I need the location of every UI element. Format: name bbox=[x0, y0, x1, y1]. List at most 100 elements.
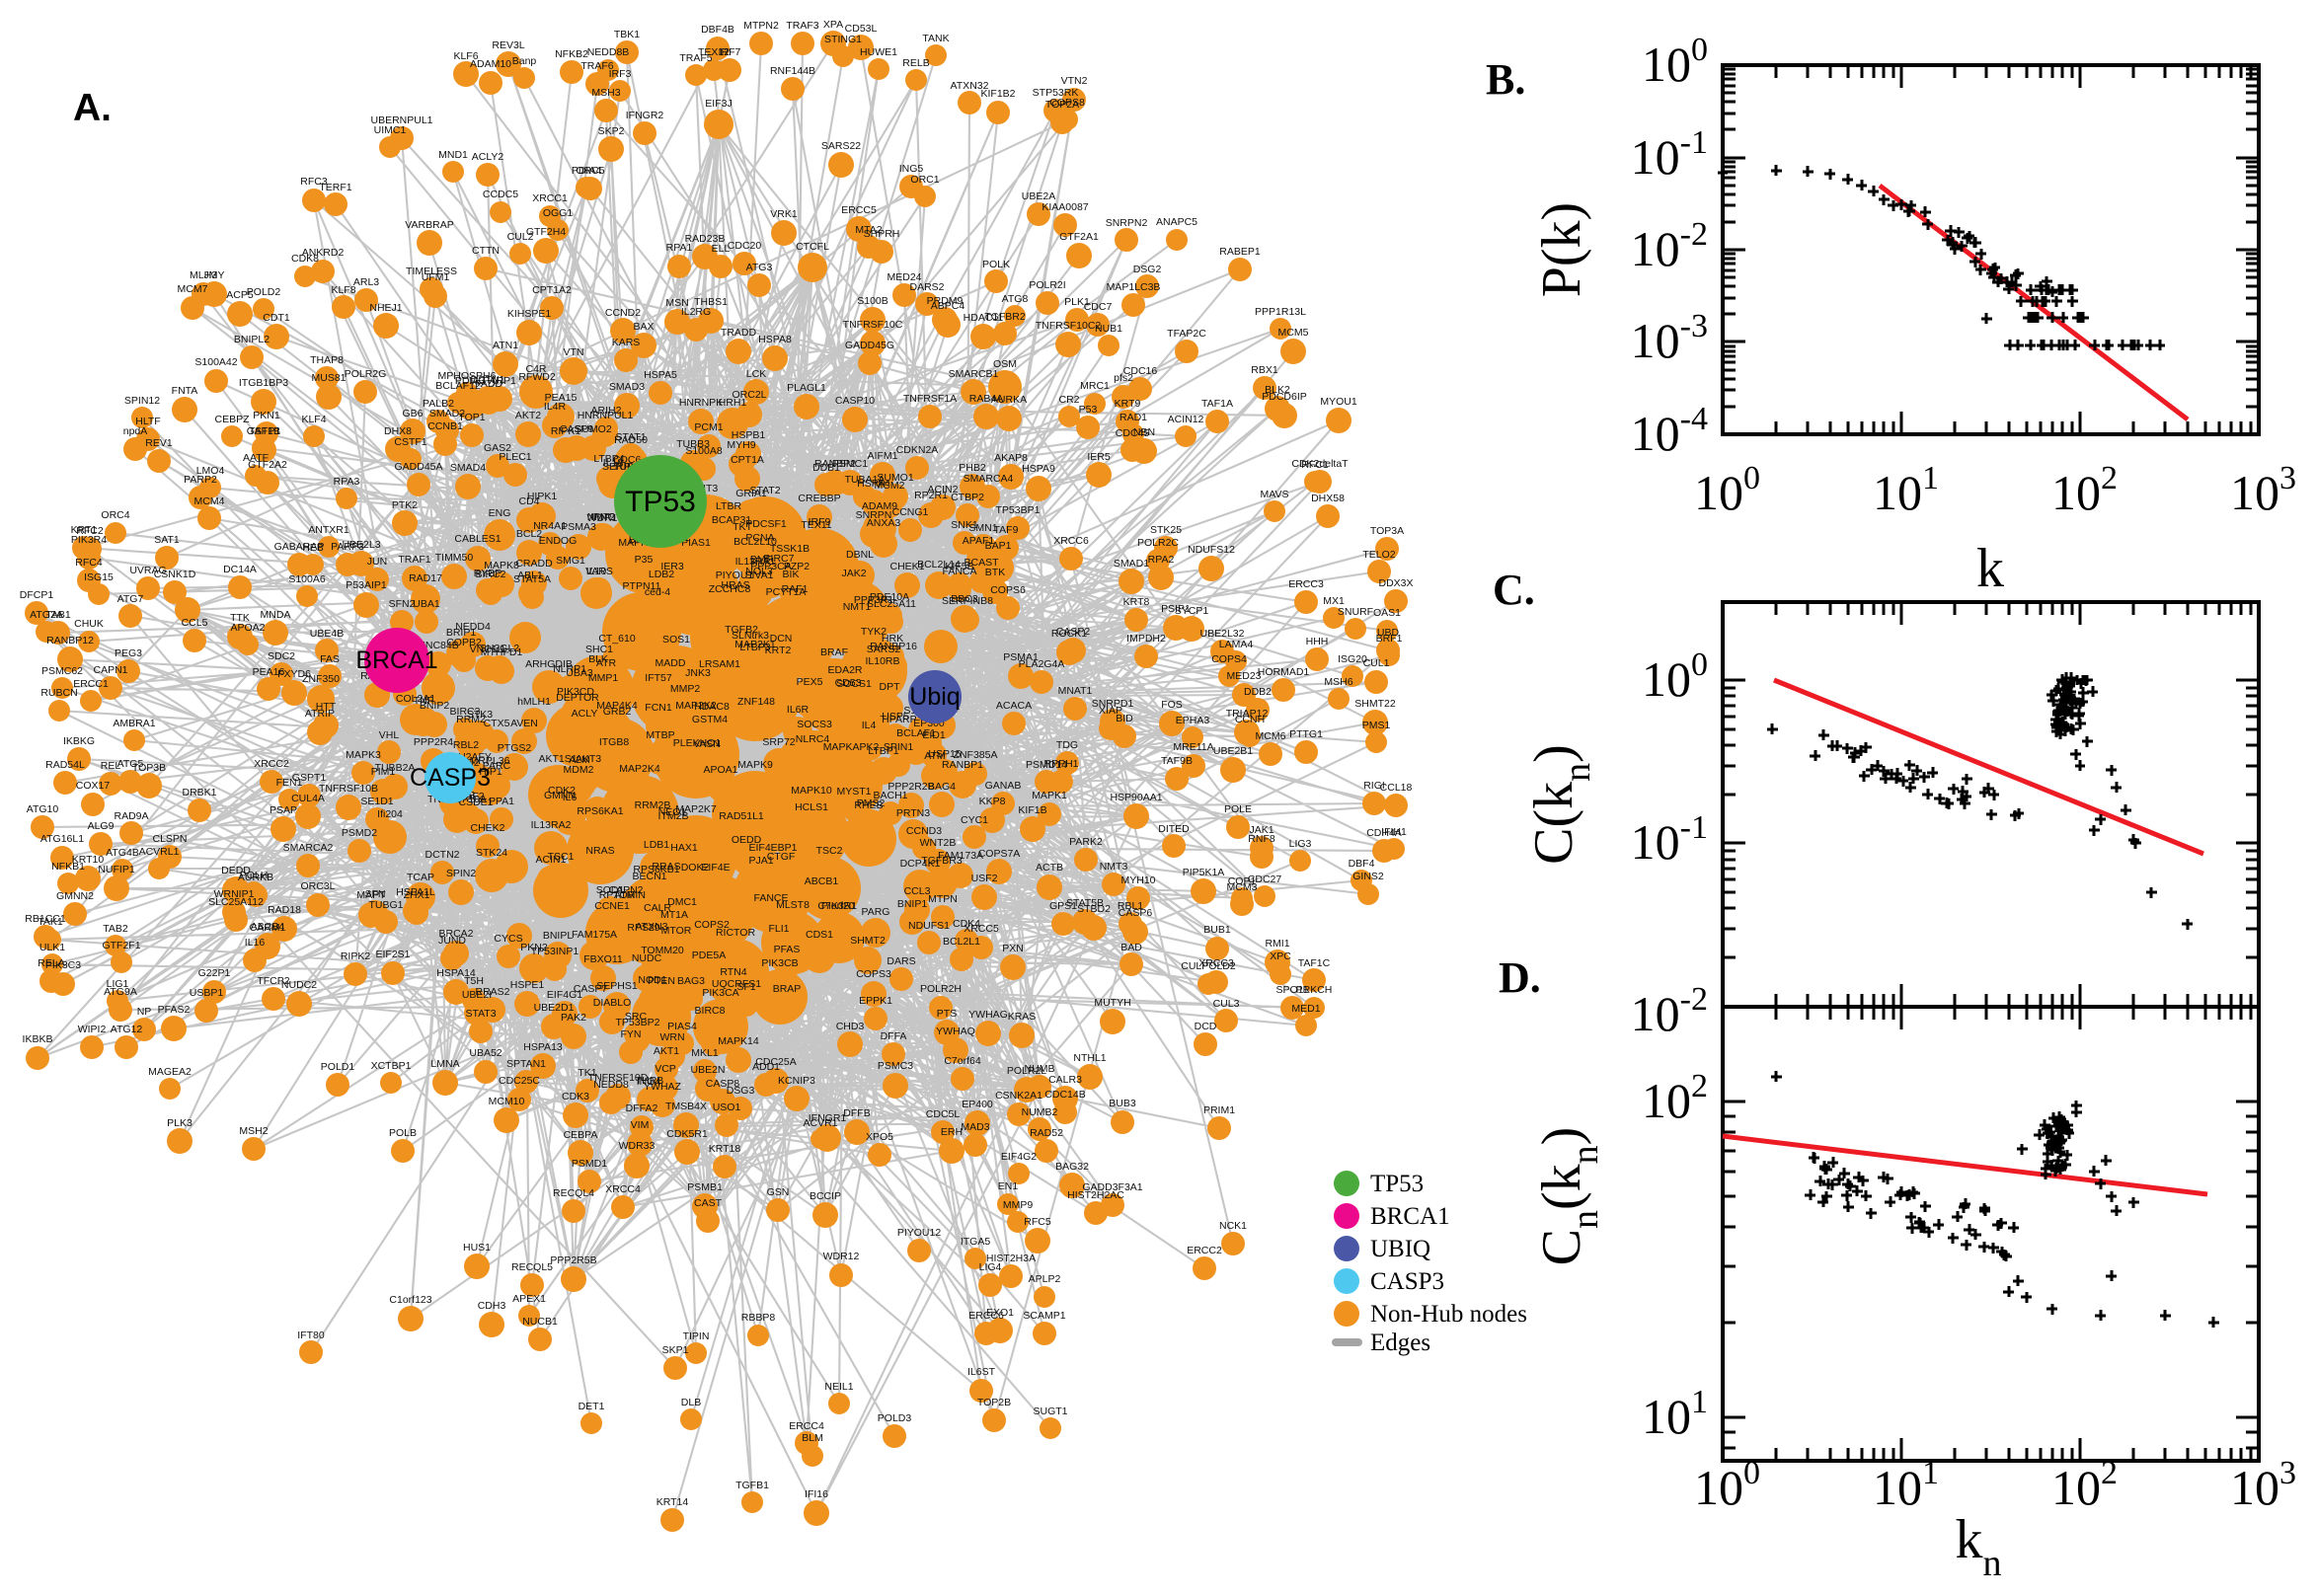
svg-text:101: 101 bbox=[1873, 460, 1939, 520]
svg-text:VNC1I1: VNC1I1 bbox=[470, 644, 506, 655]
svg-text:AKT1: AKT1 bbox=[654, 1045, 679, 1057]
svg-text:FAM173A: FAM173A bbox=[938, 850, 983, 862]
svg-text:MSH6: MSH6 bbox=[1324, 676, 1352, 688]
svg-text:FADD: FADD bbox=[475, 378, 502, 390]
svg-text:BRCA2: BRCA2 bbox=[438, 928, 473, 940]
svg-text:TAF9B: TAF9B bbox=[1161, 755, 1193, 767]
svg-text:APOA1: APOA1 bbox=[703, 764, 737, 776]
svg-text:KRAS: KRAS bbox=[1008, 1011, 1037, 1023]
svg-text:TOMM20: TOMM20 bbox=[641, 945, 684, 956]
svg-text:MCM5: MCM5 bbox=[1278, 327, 1309, 339]
svg-text:JMY: JMY bbox=[204, 269, 225, 281]
svg-text:DSG2: DSG2 bbox=[1133, 264, 1162, 275]
svg-text:TAF9: TAF9 bbox=[994, 524, 1019, 536]
svg-text:CALR3: CALR3 bbox=[1048, 1074, 1082, 1086]
svg-text:TFAP2C: TFAP2C bbox=[1167, 328, 1206, 340]
svg-text:ABCB1: ABCB1 bbox=[805, 875, 839, 887]
svg-text:ALG9: ALG9 bbox=[88, 820, 115, 832]
svg-text:PEA15: PEA15 bbox=[545, 392, 578, 404]
svg-text:DHX58: DHX58 bbox=[1311, 493, 1345, 504]
svg-text:HRAS: HRAS bbox=[721, 579, 749, 591]
svg-text:GABARAP: GABARAP bbox=[274, 541, 325, 553]
svg-text:AVEN: AVEN bbox=[510, 718, 538, 729]
svg-text:GRB2: GRB2 bbox=[603, 706, 632, 718]
svg-text:ANXA3: ANXA3 bbox=[867, 517, 901, 529]
svg-text:THRB: THRB bbox=[636, 1075, 664, 1087]
svg-text:HRK: HRK bbox=[882, 633, 903, 645]
svg-text:IFT80: IFT80 bbox=[297, 1330, 325, 1341]
svg-text:CDH4A: CDH4A bbox=[1366, 827, 1402, 839]
svg-text:EIF4G2: EIF4G2 bbox=[1001, 1151, 1037, 1163]
svg-text:MAP4K4: MAP4K4 bbox=[596, 700, 638, 712]
svg-text:DOK2: DOK2 bbox=[681, 862, 710, 874]
svg-text:CRADD: CRADD bbox=[515, 558, 553, 570]
svg-text:HSPA1L: HSPA1L bbox=[396, 886, 435, 898]
svg-text:RHEB: RHEB bbox=[854, 799, 883, 811]
svg-text:CDC14B: CDC14B bbox=[1044, 1089, 1085, 1101]
svg-text:RPPH1: RPPH1 bbox=[1043, 758, 1078, 770]
svg-text:FXYD6: FXYD6 bbox=[277, 668, 311, 680]
svg-text:CDH3: CDH3 bbox=[478, 1300, 506, 1312]
svg-text:MCM3: MCM3 bbox=[1227, 881, 1258, 893]
svg-text:IL6ST: IL6ST bbox=[967, 1366, 996, 1378]
svg-text:PARP2: PARP2 bbox=[184, 474, 217, 486]
svg-text:MAPK3: MAPK3 bbox=[346, 749, 381, 761]
svg-text:CR2: CR2 bbox=[1058, 394, 1079, 406]
svg-text:NFKB2: NFKB2 bbox=[555, 48, 588, 60]
svg-text:JUND: JUND bbox=[438, 935, 466, 947]
svg-text:DITED: DITED bbox=[1158, 823, 1190, 835]
svg-text:UBE2L3: UBE2L3 bbox=[342, 539, 380, 551]
svg-text:RTN4: RTN4 bbox=[720, 966, 746, 978]
svg-text:CD53L: CD53L bbox=[845, 23, 878, 35]
svg-text:UFM1: UFM1 bbox=[422, 271, 450, 283]
svg-text:G22P1: G22P1 bbox=[198, 967, 231, 979]
svg-text:SPO11: SPO11 bbox=[1275, 984, 1308, 996]
svg-text:DCD: DCD bbox=[1195, 1021, 1217, 1032]
svg-text:HSP90AA1: HSP90AA1 bbox=[1110, 792, 1162, 803]
svg-text:SH3GL2: SH3GL2 bbox=[480, 643, 519, 654]
svg-text:GSN: GSN bbox=[767, 1186, 790, 1198]
svg-text:ISG20: ISG20 bbox=[1338, 653, 1367, 665]
svg-text:APOA2: APOA2 bbox=[230, 622, 265, 634]
svg-text:CDK8: CDK8 bbox=[291, 253, 319, 265]
svg-text:CHD3: CHD3 bbox=[836, 1021, 865, 1032]
svg-text:NOL3: NOL3 bbox=[745, 566, 773, 577]
svg-text:COPS2: COPS2 bbox=[694, 919, 730, 931]
svg-text:RPA1: RPA1 bbox=[666, 242, 693, 254]
svg-text:SF1: SF1 bbox=[736, 981, 755, 993]
svg-text:EIF4G1: EIF4G1 bbox=[547, 989, 582, 1001]
svg-text:TSSK1B: TSSK1B bbox=[770, 543, 810, 555]
svg-text:PALB2: PALB2 bbox=[423, 398, 454, 410]
svg-text:RMI1: RMI1 bbox=[1265, 938, 1289, 950]
svg-text:C1orf123: C1orf123 bbox=[389, 1294, 431, 1306]
svg-text:PLK1: PLK1 bbox=[1064, 296, 1090, 308]
svg-text:CDK2: CDK2 bbox=[548, 785, 576, 797]
svg-text:BMF: BMF bbox=[750, 554, 772, 566]
svg-text:MMP9: MMP9 bbox=[1003, 1199, 1033, 1211]
svg-text:MAP1LC3B: MAP1LC3B bbox=[1107, 281, 1161, 293]
svg-text:GINS2: GINS2 bbox=[1352, 871, 1384, 882]
svg-text:ZHX1: ZHX1 bbox=[404, 889, 430, 901]
svg-text:KRT8: KRT8 bbox=[1123, 596, 1150, 608]
svg-text:HNRNPK: HNRNPK bbox=[679, 397, 723, 409]
svg-text:TRAF5: TRAF5 bbox=[679, 52, 712, 64]
svg-text:PSMC3: PSMC3 bbox=[878, 1060, 913, 1072]
svg-text:RBX1: RBX1 bbox=[1251, 364, 1278, 376]
svg-text:SMAD4: SMAD4 bbox=[450, 462, 486, 474]
svg-text:HSPA14: HSPA14 bbox=[436, 967, 476, 979]
svg-text:RRAS: RRAS bbox=[652, 861, 680, 873]
svg-text:BAG4: BAG4 bbox=[928, 781, 956, 793]
svg-text:ATN1: ATN1 bbox=[493, 340, 518, 351]
svg-text:BBC3: BBC3 bbox=[951, 593, 978, 605]
svg-text:PSIP1: PSIP1 bbox=[1161, 603, 1191, 615]
svg-text:HUWE1: HUWE1 bbox=[860, 46, 897, 58]
svg-text:DMC1: DMC1 bbox=[667, 896, 697, 908]
svg-text:ISG15: ISG15 bbox=[84, 571, 114, 583]
svg-text:SPTAN1: SPTAN1 bbox=[506, 1058, 546, 1070]
svg-text:CDK3: CDK3 bbox=[562, 1091, 589, 1102]
svg-text:EPHA3: EPHA3 bbox=[1176, 715, 1210, 726]
svg-text:PPP2R4: PPP2R4 bbox=[414, 736, 453, 748]
svg-text:NUDC: NUDC bbox=[632, 952, 662, 964]
svg-text:HDAC11: HDAC11 bbox=[964, 312, 1004, 324]
svg-text:SMG1: SMG1 bbox=[556, 555, 585, 567]
